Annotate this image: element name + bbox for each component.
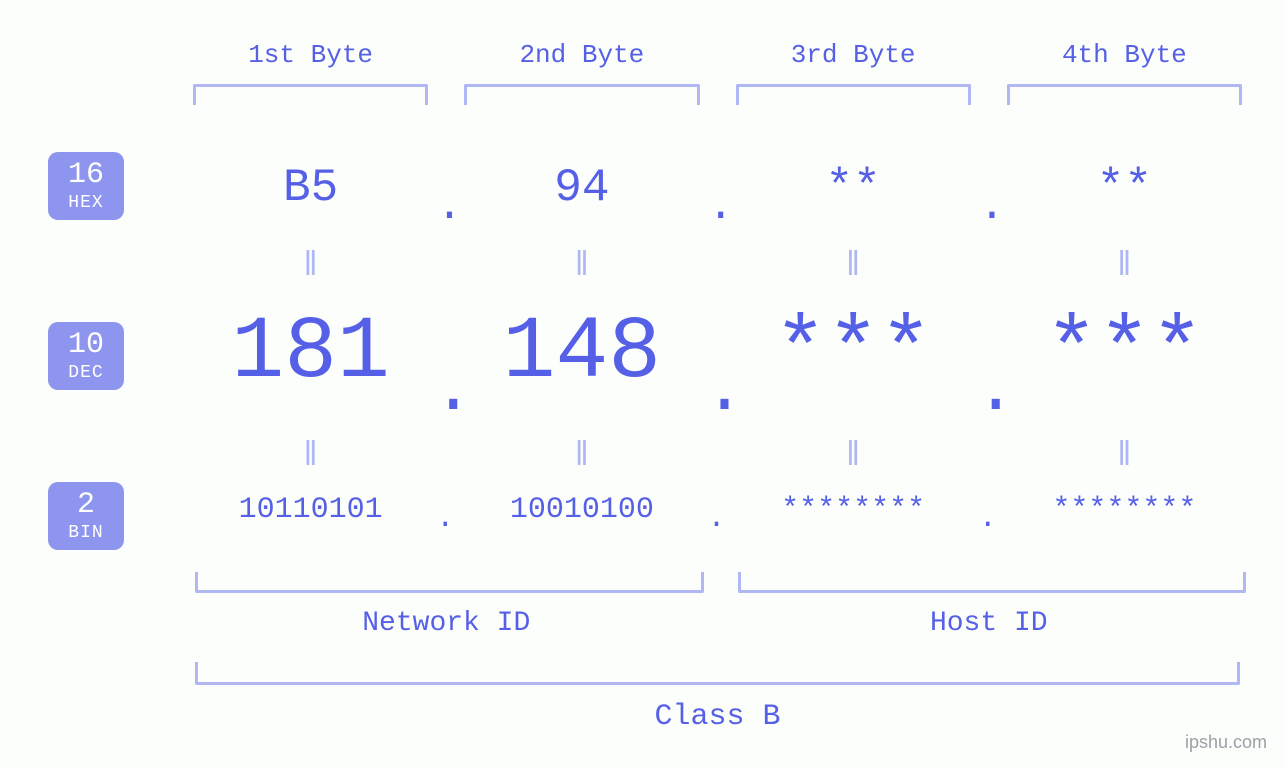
dec-dot-3: .: [975, 352, 1017, 431]
equals-3a: ǁ: [718, 248, 989, 286]
byte-column-3: 3rd Byte ** ǁ *** ǁ ********: [718, 40, 989, 560]
bin-dot-2: .: [708, 502, 726, 536]
hex-value-2: 94: [446, 158, 717, 218]
host-id-bracket: [738, 572, 1247, 593]
byte-header-3: 3rd Byte: [718, 40, 989, 70]
equals-3b: ǁ: [718, 438, 989, 476]
dec-dot-2: .: [704, 352, 746, 431]
bin-value-3: ********: [718, 490, 989, 530]
bin-value-4: ********: [989, 490, 1260, 530]
hex-dot-3: .: [979, 182, 1005, 232]
dec-value-4: ***: [989, 308, 1260, 398]
hex-value-3: **: [718, 158, 989, 218]
class-label: Class B: [175, 700, 1260, 734]
hex-value-1: B5: [175, 158, 446, 218]
bin-dot-1: .: [436, 502, 454, 536]
byte-header-1: 1st Byte: [175, 40, 446, 70]
base-badge-hex: 16 HEX: [48, 152, 124, 220]
equals-4a: ǁ: [989, 248, 1260, 286]
badge-dec-base: 10: [68, 329, 104, 362]
equals-2a: ǁ: [446, 248, 717, 286]
equals-4b: ǁ: [989, 438, 1260, 476]
hex-dot-2: .: [708, 182, 734, 232]
base-badge-dec: 10 DEC: [48, 322, 124, 390]
network-id-label: Network ID: [175, 608, 718, 639]
top-bracket-3: [736, 84, 971, 105]
top-bracket-4: [1007, 84, 1242, 105]
bin-value-2: 10010100: [446, 490, 717, 530]
ip-address-diagram: 16 HEX 10 DEC 2 BIN 1st Byte B5 ǁ 181 ǁ …: [0, 0, 1285, 767]
class-bracket: [195, 662, 1240, 685]
network-id-bracket: [195, 572, 704, 593]
base-badge-bin: 2 BIN: [48, 482, 124, 550]
equals-1b: ǁ: [175, 438, 446, 476]
byte-header-2: 2nd Byte: [446, 40, 717, 70]
badge-hex-label: HEX: [68, 194, 103, 214]
top-bracket-2: [464, 84, 699, 105]
hex-dot-1: .: [436, 182, 462, 232]
byte-columns: 1st Byte B5 ǁ 181 ǁ 10110101 2nd Byte 94…: [175, 40, 1260, 560]
top-bracket-1: [193, 84, 428, 105]
hex-value-4: **: [989, 158, 1260, 218]
dec-value-2: 148: [446, 308, 717, 398]
bin-value-1: 10110101: [175, 490, 446, 530]
bin-dot-3: .: [979, 502, 997, 536]
badge-dec-label: DEC: [68, 364, 103, 384]
equals-2b: ǁ: [446, 438, 717, 476]
dec-value-1: 181: [175, 308, 446, 398]
host-id-label: Host ID: [718, 608, 1261, 639]
byte-column-4: 4th Byte ** ǁ *** ǁ ********: [989, 40, 1260, 560]
badge-hex-base: 16: [68, 159, 104, 192]
watermark: ipshu.com: [1185, 732, 1267, 753]
dec-dot-1: .: [432, 352, 474, 431]
badge-bin-base: 2: [77, 489, 95, 522]
byte-column-1: 1st Byte B5 ǁ 181 ǁ 10110101: [175, 40, 446, 560]
byte-column-2: 2nd Byte 94 ǁ 148 ǁ 10010100: [446, 40, 717, 560]
badge-bin-label: BIN: [68, 524, 103, 544]
equals-1a: ǁ: [175, 248, 446, 286]
byte-header-4: 4th Byte: [989, 40, 1260, 70]
dec-value-3: ***: [718, 308, 989, 398]
